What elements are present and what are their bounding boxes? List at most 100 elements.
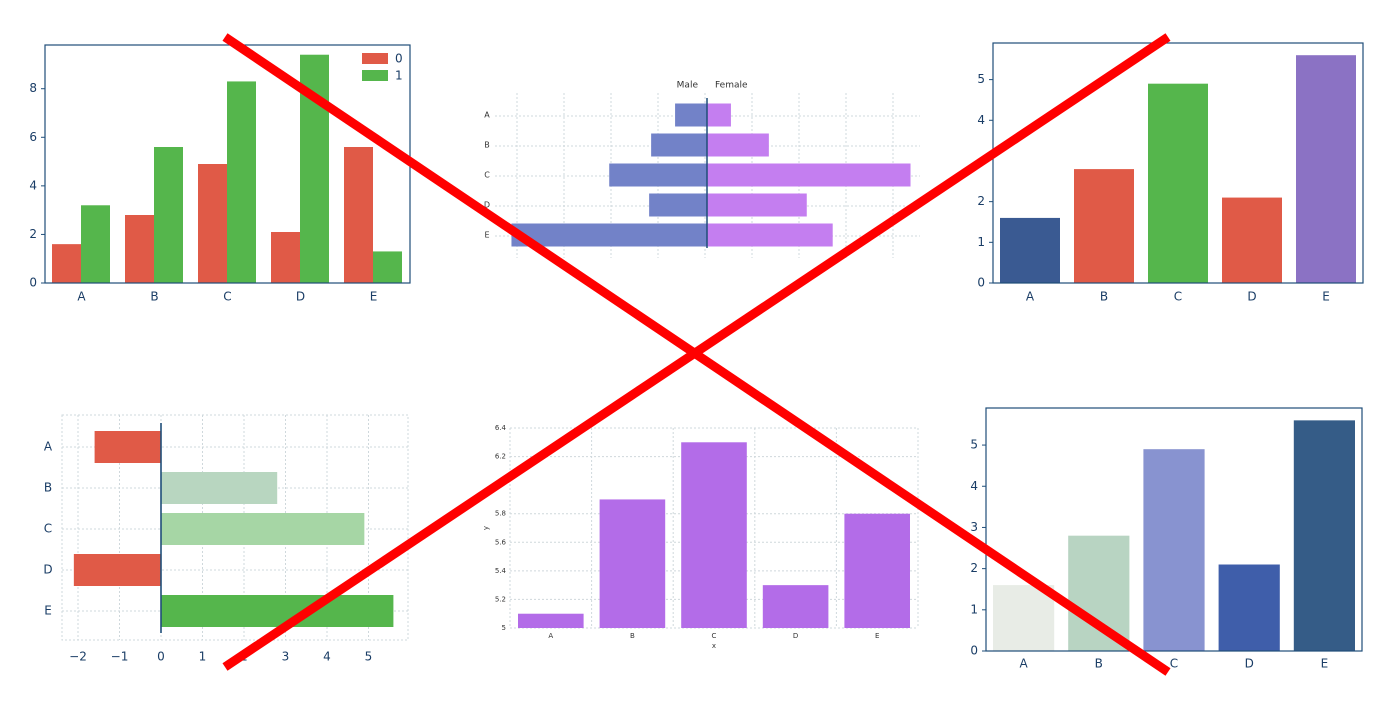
x-axis-label: x — [712, 642, 716, 650]
bar-C — [1143, 449, 1205, 651]
y-tick-label: 2 — [29, 227, 37, 241]
y-tick-label: D — [43, 563, 52, 577]
bar-0-E — [344, 147, 373, 283]
x-tick-label: A — [1019, 657, 1028, 671]
bar-E — [1296, 55, 1356, 284]
bar-1-B — [154, 147, 183, 283]
legend-swatch — [362, 70, 388, 81]
bar-B — [1074, 169, 1134, 283]
bar-D — [762, 585, 829, 628]
bar-1-E — [373, 251, 402, 283]
bar-female-B — [707, 133, 769, 157]
column-label-male: Male — [677, 81, 699, 91]
x-tick-label: −2 — [69, 650, 87, 664]
bar-0-B — [125, 215, 154, 283]
column-label-female: Female — [715, 81, 748, 91]
bar-male-A — [675, 103, 707, 127]
bar-E — [844, 513, 910, 628]
x-tick-label: A — [77, 290, 86, 304]
x-tick-label: −1 — [111, 650, 129, 664]
bar-B — [161, 472, 278, 504]
x-tick-label: D — [1247, 290, 1256, 304]
y-tick-label: 5 — [502, 624, 506, 632]
x-tick-label: 5 — [365, 650, 373, 664]
x-tick-label: E — [875, 632, 879, 640]
y-tick-label: 8 — [29, 81, 37, 95]
bar-A — [993, 585, 1055, 651]
x-tick-label: E — [1321, 657, 1329, 671]
y-tick-label: 1 — [977, 235, 985, 249]
y-tick-label: 5.4 — [495, 567, 507, 575]
plot-frame — [985, 407, 1363, 652]
x-tick-label: 3 — [282, 650, 290, 664]
y-tick-label: 0 — [29, 276, 37, 290]
bar-E — [161, 595, 394, 627]
x-tick-label: D — [793, 632, 798, 640]
x-tick-label: 4 — [323, 650, 331, 664]
cross-stroke-2 — [222, 33, 1171, 671]
x-tick-label: C — [1170, 657, 1178, 671]
y-tick-label: 4 — [977, 113, 985, 127]
legend-swatch — [362, 53, 388, 64]
colored-bar-chart: A B C D E 0 1 2 4 5 — [977, 42, 1364, 304]
bar-D — [1222, 197, 1282, 283]
x-tick-label: E — [1322, 290, 1330, 304]
bar-A — [94, 431, 161, 463]
plot-frame — [61, 414, 409, 641]
bar-A — [1000, 217, 1060, 283]
x-tick-label: E — [370, 290, 378, 304]
y-tick-label: 5.2 — [495, 595, 506, 603]
x-tick-label: A — [1026, 290, 1035, 304]
bar-0-A — [52, 244, 81, 283]
y-tick-label: 1 — [970, 602, 978, 616]
y-tick-label: 0 — [970, 644, 978, 658]
x-tick-label: B — [150, 290, 158, 304]
y-tick-label: A — [44, 440, 53, 454]
x-tick-label: C — [1174, 290, 1182, 304]
bar-C — [161, 513, 365, 545]
bar-female-C — [707, 163, 911, 187]
y-tick-label: 5 — [977, 72, 985, 86]
y-tick-label: A — [484, 111, 490, 120]
plot-frame — [992, 42, 1364, 284]
bar-1-C — [227, 81, 256, 283]
y-tick-label: C — [44, 522, 52, 536]
x-tick-label: B — [1100, 290, 1108, 304]
y-tick-label: C — [484, 171, 490, 180]
bar-B — [1068, 535, 1130, 651]
bar-female-A — [707, 103, 731, 127]
y-tick-label: E — [484, 231, 489, 240]
bar-C — [681, 442, 747, 628]
bar-male-D — [649, 193, 707, 217]
x-tick-label: 1 — [199, 650, 207, 664]
bar-0-C — [198, 164, 227, 283]
y-axis-label: y — [482, 526, 490, 530]
x-tick-label: D — [296, 290, 305, 304]
bar-C — [1148, 83, 1208, 283]
x-tick-label: B — [630, 632, 635, 640]
y-tick-label: 5.6 — [495, 538, 507, 546]
y-tick-label: 0 — [977, 276, 985, 290]
bar-1-A — [81, 205, 110, 283]
bar-E — [1293, 420, 1355, 651]
legend-label: 0 — [395, 52, 403, 66]
y-tick-label: 5.8 — [495, 510, 506, 518]
y-tick-label: 4 — [970, 479, 978, 493]
y-tick-label: B — [484, 141, 490, 150]
y-tick-label: 2 — [970, 561, 978, 575]
bar-D — [73, 554, 161, 586]
x-tick-label: 0 — [157, 650, 165, 664]
x-tick-label: B — [1095, 657, 1103, 671]
bar-B — [599, 499, 666, 628]
y-tick-label: 6.2 — [495, 453, 506, 461]
population-pyramid-chart: A B C D E Male Female — [484, 81, 920, 258]
bar-female-E — [707, 223, 833, 247]
y-tick-label: E — [44, 604, 52, 618]
y-tick-label: 4 — [29, 178, 37, 192]
y-tick-label: D — [484, 201, 490, 210]
x-tick-label: C — [223, 290, 231, 304]
bar-D — [1218, 564, 1280, 651]
bar-A — [518, 613, 584, 628]
x-tick-label: A — [548, 632, 553, 640]
